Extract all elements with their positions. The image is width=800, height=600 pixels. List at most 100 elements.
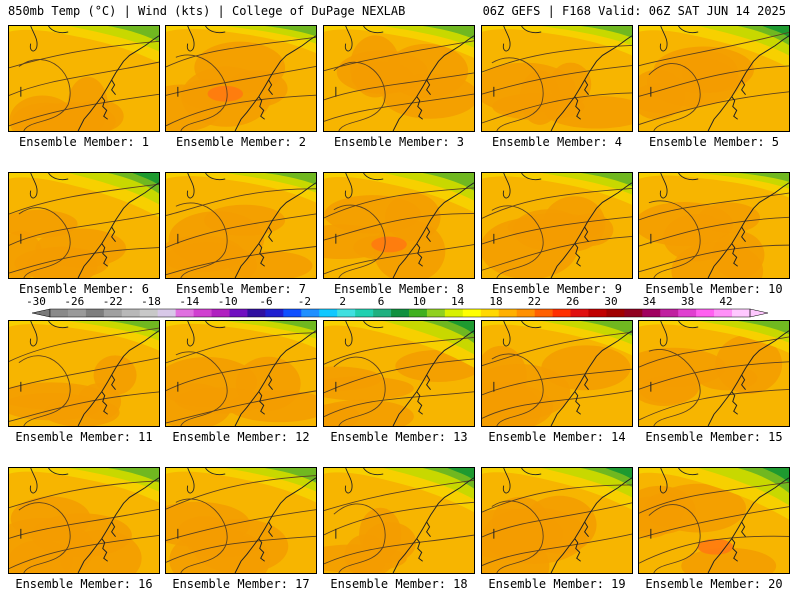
colorbar-segment: [229, 309, 248, 317]
colorbar-segment: [714, 309, 733, 317]
colorbar-segment: [552, 309, 571, 317]
colorbar-segment: [301, 309, 320, 317]
colorbar-segment: [480, 309, 500, 317]
colorbar-segment: [678, 309, 697, 317]
ensemble-member-label: Ensemble Member: 8: [333, 282, 465, 296]
colorbar-segment: [588, 309, 607, 317]
colorbar-segment: [606, 309, 625, 317]
temperature-map: [323, 25, 475, 132]
colorbar-tick-label: 6: [377, 295, 385, 308]
colorbar-segment: [426, 309, 446, 317]
header-valid-time: 06Z GEFS | F168 Valid: 06Z SAT JUN 14 20…: [482, 4, 786, 18]
colorbar-segment: [534, 309, 553, 317]
temperature-map: [8, 25, 160, 132]
colorbar-segment: [391, 309, 410, 317]
temperature-map: [481, 172, 633, 279]
colorbar-tick-label: -10: [217, 295, 238, 308]
temperature-map: [638, 320, 790, 427]
ensemble-member-label: Ensemble Member: 1: [18, 135, 150, 149]
colorbar-tick-label: -26: [64, 295, 85, 308]
temperature-map: [638, 467, 790, 574]
colorbar-segment: [211, 309, 230, 317]
temperature-map: [481, 320, 633, 427]
colorbar-tick-label: 42: [719, 295, 733, 308]
colorbar-tick-label: -2: [297, 295, 311, 308]
colorbar-segment: [139, 309, 158, 317]
ensemble-member-label: Ensemble Member: 5: [648, 135, 780, 149]
colorbar-tick-label: 10: [412, 295, 426, 308]
ensemble-member-label: Ensemble Member: 13: [330, 430, 468, 444]
colorbar-segment: [660, 309, 679, 317]
temperature-map: [323, 172, 475, 279]
temperature-map: [165, 320, 317, 427]
temperature-map: [481, 467, 633, 574]
colorbar-segment: [373, 309, 392, 317]
temperature-map: [165, 467, 317, 574]
ensemble-member-label: Ensemble Member: 18: [330, 577, 468, 591]
colorbar-segment: [283, 309, 302, 317]
ensemble-member-label: Ensemble Member: 19: [488, 577, 626, 591]
temperature-map: [323, 320, 475, 427]
ensemble-member-label: Ensemble Member: 16: [15, 577, 153, 591]
colorbar-segment: [624, 309, 643, 317]
colorbar-tick-label: 30: [604, 295, 618, 308]
colorbar-tick-label: -22: [102, 295, 123, 308]
colorbar-segment: [408, 309, 428, 317]
ensemble-member-label: Ensemble Member: 3: [333, 135, 465, 149]
colorbar-segment: [157, 309, 176, 317]
colorbar-tick-label: -6: [259, 295, 273, 308]
colorbar-tick-label: -18: [141, 295, 161, 308]
colorbar-tick-label: 18: [489, 295, 503, 308]
colorbar-segment: [121, 309, 141, 317]
colorbar-segment: [50, 309, 69, 317]
header-title: 850mb Temp (°C) | Wind (kts) | College o…: [8, 4, 406, 18]
colorbar-segment: [642, 309, 661, 317]
colorbar-segment: [696, 309, 715, 317]
colorbar-segment: [516, 309, 535, 317]
colorbar-segment: [570, 309, 589, 317]
colorbar-segment: [462, 309, 482, 317]
ensemble-member-label: Ensemble Member: 20: [645, 577, 783, 591]
colorbar-tick-label: 34: [642, 295, 656, 308]
colorbar-segment: [732, 309, 751, 317]
colorbar-segment: [337, 309, 356, 317]
ensemble-member-label: Ensemble Member: 7: [175, 282, 307, 296]
colorbar-tick-label: -14: [179, 295, 200, 308]
colorbar-segment: [247, 309, 266, 317]
temperature-map: [8, 320, 160, 427]
temperature-map: [8, 172, 160, 279]
temperature-map: [638, 25, 790, 132]
temperature-map: [323, 467, 475, 574]
ensemble-member-label: Ensemble Member: 11: [15, 430, 153, 444]
ensemble-member-label: Ensemble Member: 15: [645, 430, 783, 444]
colorbar-tick-label: 2: [339, 295, 346, 308]
temperature-map: [638, 172, 790, 279]
colorbar-tick-label: -30: [26, 295, 46, 308]
temperature-map: [481, 25, 633, 132]
ensemble-member-label: Ensemble Member: 12: [172, 430, 310, 444]
colorbar-segment: [319, 309, 338, 317]
colorbar-tick-label: 22: [527, 295, 541, 308]
colorbar-segment: [67, 309, 87, 317]
colorbar-segment: [193, 309, 212, 317]
temperature-map: [8, 467, 160, 574]
ensemble-member-label: Ensemble Member: 10: [645, 282, 783, 296]
colorbar-segment: [103, 309, 123, 317]
ensemble-member-label: Ensemble Member: 6: [18, 282, 150, 296]
colorbar-segment: [175, 309, 194, 317]
colorbar-tick-label: 26: [566, 295, 580, 308]
colorbar-segment: [498, 309, 517, 317]
ensemble-member-label: Ensemble Member: 4: [491, 135, 623, 149]
ensemble-member-label: Ensemble Member: 9: [491, 282, 623, 296]
colorbar-segment: [265, 309, 284, 317]
colorbar-tick-label: 14: [451, 295, 465, 308]
temperature-colorbar: [31, 308, 769, 318]
ensemble-member-label: Ensemble Member: 17: [172, 577, 310, 591]
colorbar-segment: [85, 309, 105, 317]
ensemble-member-label: Ensemble Member: 2: [175, 135, 307, 149]
colorbar-tick-label: 38: [681, 295, 695, 308]
temperature-map: [165, 172, 317, 279]
temperature-map: [165, 25, 317, 132]
colorbar-segment: [355, 309, 374, 317]
